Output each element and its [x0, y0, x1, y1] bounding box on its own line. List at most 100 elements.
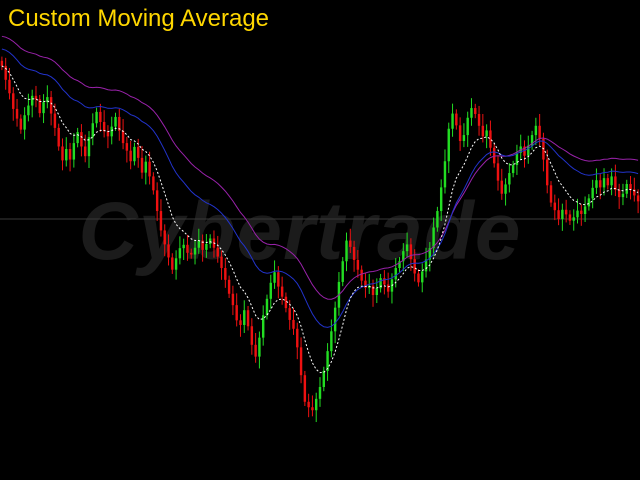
candle-body — [235, 305, 238, 321]
candle-body — [231, 293, 235, 306]
candle-body — [34, 95, 38, 100]
candle-body — [595, 180, 598, 188]
candle-body — [481, 125, 485, 137]
candle-body — [227, 279, 231, 294]
candle-body — [629, 184, 632, 190]
candle-body — [4, 65, 7, 80]
candle-body — [288, 308, 291, 320]
candle-body — [402, 251, 405, 262]
candle-body — [83, 146, 87, 157]
candles-group — [0, 56, 640, 423]
candle-body — [523, 146, 526, 156]
candle-body — [439, 187, 443, 212]
candle-body — [477, 113, 481, 126]
candle-body — [133, 146, 136, 162]
candle-body — [246, 310, 250, 327]
candle-body — [284, 296, 288, 309]
candle-body — [311, 407, 314, 411]
candle-body — [110, 126, 113, 137]
candle-body — [114, 116, 117, 127]
candle-body — [474, 108, 477, 114]
candle-body — [186, 244, 189, 253]
candle-body — [102, 121, 106, 132]
candle-body — [492, 147, 496, 164]
candle-body — [610, 176, 613, 186]
candle-body — [549, 185, 553, 203]
candle-body — [417, 273, 420, 283]
candle-body — [617, 189, 621, 198]
candle-body — [386, 284, 390, 292]
candle-body — [261, 315, 265, 338]
candle-body — [349, 240, 352, 247]
candle-body — [564, 209, 568, 215]
candle-body — [163, 230, 166, 245]
candle-body — [546, 159, 549, 186]
candle-body — [447, 128, 450, 162]
candle-body — [364, 280, 367, 288]
candle-body — [57, 127, 60, 147]
candle-body — [208, 238, 212, 244]
candle-body — [12, 93, 15, 109]
candle-body — [318, 387, 322, 399]
candle-body — [125, 143, 129, 151]
candle-body — [470, 108, 473, 118]
candle-body — [30, 95, 34, 106]
candle-body — [413, 259, 416, 274]
candle-body — [65, 149, 68, 161]
candle-body — [76, 132, 79, 144]
ma-fast-line — [1, 65, 639, 374]
candle-body — [572, 217, 575, 221]
candle-body — [38, 99, 41, 114]
candle-body — [326, 351, 329, 371]
candle-body — [530, 135, 534, 146]
candle-body — [341, 261, 344, 282]
candle-body — [220, 256, 223, 269]
candle-body — [303, 375, 307, 402]
candle-body — [53, 113, 57, 128]
candle-body — [508, 173, 511, 185]
candle-body — [553, 202, 557, 211]
candle-body — [91, 123, 94, 138]
candle-body — [352, 246, 356, 260]
candle-body — [299, 347, 303, 376]
candle-body — [462, 135, 466, 141]
candle-body — [322, 370, 325, 388]
candle-body — [182, 244, 185, 249]
candle-body — [49, 97, 53, 114]
chart-title: Custom Moving Average — [8, 5, 270, 32]
candle-body — [99, 111, 102, 122]
candle-body — [144, 161, 148, 173]
candle-body — [405, 244, 409, 252]
candle-body — [292, 319, 295, 329]
candle-body — [398, 261, 401, 269]
candle-body — [19, 118, 23, 130]
candle-body — [633, 189, 636, 196]
candle-body — [190, 252, 193, 255]
candle-body — [580, 210, 583, 214]
candle-body — [424, 259, 428, 272]
candle-body — [15, 108, 19, 119]
candle-body — [489, 130, 492, 148]
candle-body — [159, 211, 163, 231]
candle-body — [409, 244, 413, 260]
candle-body — [583, 206, 587, 214]
candle-body — [356, 259, 360, 270]
candle-body — [250, 326, 254, 345]
candle-body — [258, 337, 261, 357]
candle-body — [27, 105, 30, 116]
candle-body — [625, 184, 628, 194]
candle-body — [269, 282, 272, 299]
candle-body — [118, 116, 121, 131]
candle-body — [511, 165, 515, 174]
candle-body — [137, 146, 140, 158]
candle-body — [95, 111, 98, 124]
candle-body — [80, 132, 83, 147]
candle-body — [0, 60, 4, 66]
candle-body — [224, 268, 227, 280]
candle-body — [201, 240, 204, 250]
candle-body — [485, 130, 488, 137]
candle-body — [23, 115, 26, 130]
candle-body — [436, 211, 439, 228]
